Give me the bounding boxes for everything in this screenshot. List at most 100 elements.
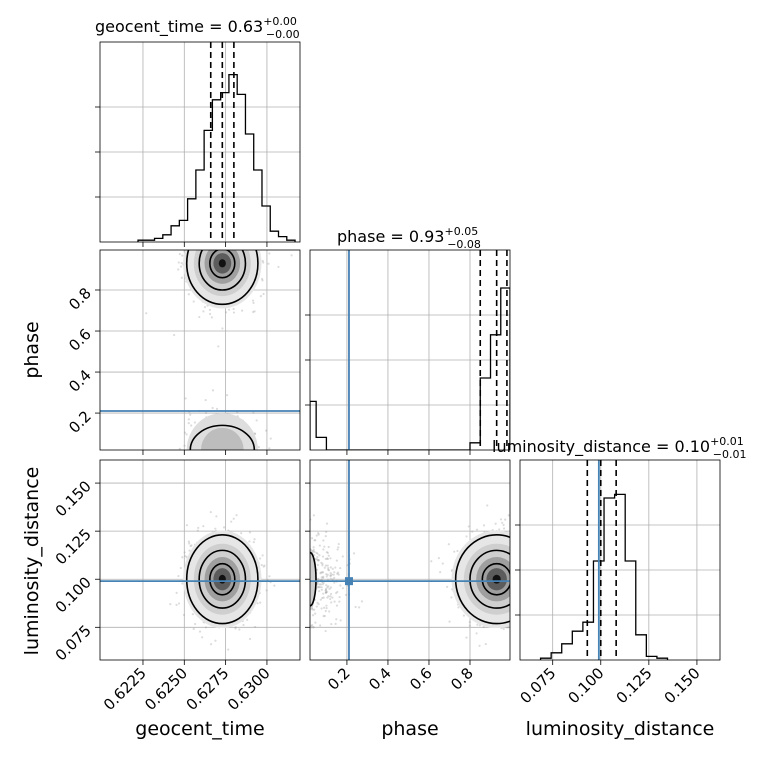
sample-point [524, 574, 526, 576]
sample-point [187, 293, 190, 296]
sample-point [441, 562, 444, 565]
sample-point [216, 213, 218, 215]
sample-point [524, 557, 526, 559]
sample-point [511, 556, 513, 558]
density-level [200, 427, 244, 450]
sample-point [360, 600, 364, 603]
truth-marker [344, 577, 353, 586]
sample-point [259, 601, 262, 604]
sample-point [333, 576, 336, 579]
sample-point [242, 233, 244, 235]
sample-point [259, 295, 263, 298]
sample-point [522, 546, 524, 548]
sample-point [311, 626, 315, 629]
sample-point [544, 562, 546, 564]
sample-point [512, 532, 514, 534]
panel-frame [99, 249, 301, 451]
sample-point [326, 596, 329, 599]
sample-point [203, 226, 205, 228]
sample-point [532, 543, 534, 545]
sample-point [329, 575, 332, 578]
sample-point [192, 246, 194, 248]
sample-point [522, 565, 524, 567]
sample-point [316, 601, 319, 604]
sample-point [211, 406, 214, 410]
sample-point [531, 573, 533, 575]
scatter-points [310, 504, 546, 647]
sample-point [507, 626, 510, 629]
sample-point [524, 595, 526, 597]
sample-point [516, 589, 518, 591]
sample-point [341, 555, 344, 558]
sample-point [498, 528, 501, 531]
sample-point [528, 577, 530, 579]
sample-point [185, 238, 187, 240]
sample-point [212, 212, 214, 214]
sample-point [205, 229, 207, 231]
sample-point [314, 612, 317, 615]
sample-point [336, 590, 339, 594]
sample-point [465, 636, 468, 639]
sample-point [268, 252, 271, 255]
sample-point [227, 247, 229, 249]
panel-frame [309, 249, 511, 451]
sample-point [334, 622, 337, 625]
sample-point [326, 573, 329, 576]
sample-point [529, 623, 531, 625]
sample-point [188, 223, 190, 225]
sample-point [526, 574, 528, 576]
sample-point [257, 445, 260, 449]
sample-point [234, 626, 237, 629]
sample-point [175, 591, 178, 594]
sample-point [313, 608, 316, 611]
sample-point [541, 564, 543, 566]
sample-point [514, 580, 516, 582]
sample-point [327, 554, 330, 557]
sample-point [462, 614, 466, 617]
sample-point [475, 632, 478, 635]
sample-point [532, 572, 534, 574]
sample-point [220, 245, 222, 247]
sample-point [222, 526, 226, 529]
sample-point [312, 548, 315, 551]
sample-point [202, 238, 204, 240]
sample-point [520, 605, 522, 607]
sample-point [512, 559, 514, 561]
sample-point [203, 306, 207, 309]
sample-point [229, 237, 231, 239]
sample-point [511, 582, 513, 584]
sample-point [181, 254, 184, 257]
sample-point [499, 518, 503, 521]
sample-point [199, 238, 201, 240]
sample-point [516, 581, 518, 583]
sample-point [516, 571, 518, 573]
sample-point [511, 558, 513, 560]
contour-line [310, 551, 317, 607]
sample-point [324, 609, 327, 613]
sample-point [204, 398, 207, 402]
sample-point [430, 560, 433, 563]
sample-point [486, 504, 489, 507]
sample-point [180, 276, 183, 279]
x-tick-label: 0.8 [447, 664, 477, 694]
sample-point [513, 559, 515, 561]
sample-point [522, 585, 524, 587]
sample-point [322, 592, 325, 595]
sample-point [188, 216, 190, 218]
sample-point [196, 529, 199, 532]
sample-point [517, 597, 519, 599]
sample-point [321, 562, 324, 565]
sample-point [200, 244, 202, 246]
sample-point [317, 578, 320, 581]
sample-point [317, 532, 320, 535]
sample-point [336, 572, 339, 575]
sample-point [191, 246, 193, 248]
sample-point [231, 236, 233, 238]
sample-point [226, 226, 228, 228]
sample-point [240, 239, 242, 241]
y-tick-label: 0.8 [65, 284, 95, 314]
sample-point [222, 246, 224, 248]
sample-point [526, 597, 528, 599]
sample-point [187, 422, 190, 425]
sample-point [191, 246, 193, 248]
